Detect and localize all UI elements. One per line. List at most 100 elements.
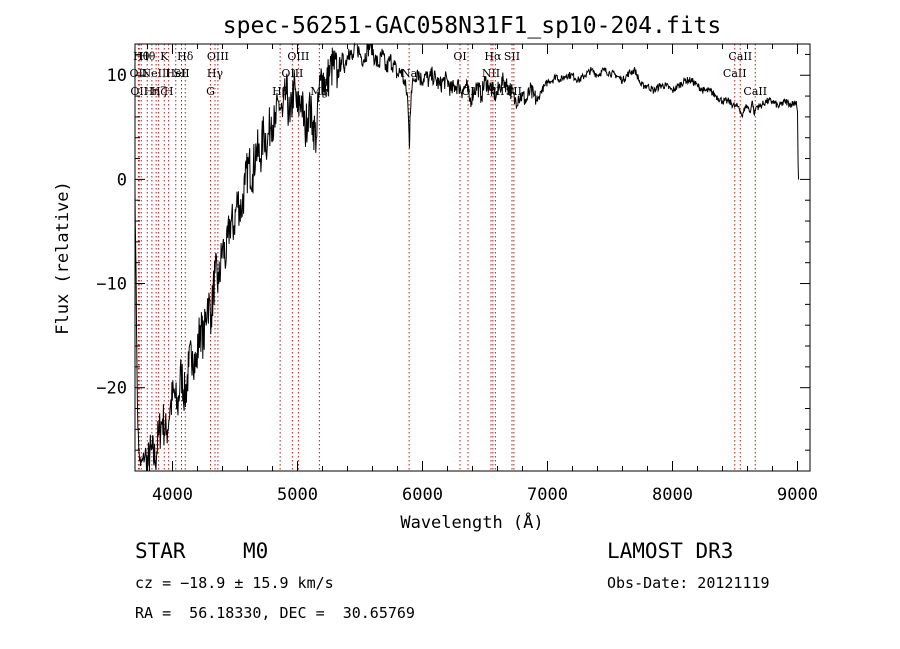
spectrum-point-146 [703,90,705,92]
spectrum-point-147 [709,90,711,92]
y-axis-label: Flux (relative) [53,181,73,335]
line-marker-label-10: SII [173,67,189,80]
spectrum-point-79 [407,95,408,97]
spectrum-point-32 [237,199,238,201]
spectrum-point-102 [480,95,482,97]
spectrum-point-81 [408,147,410,149]
x-tick-label-5: 9000 [777,485,818,505]
spectrum-point-99 [469,100,471,102]
spectrum-point-153 [740,111,742,113]
spectrum-point-7 [144,454,146,456]
plot-frame [134,43,811,472]
spectrum-point-140 [665,85,667,87]
spectrum-point-135 [634,69,636,71]
spectrum-point-98 [465,85,467,87]
spectrum-point-68 [367,48,368,50]
spectrum-point-37 [255,147,257,149]
line-marker-label-25: SII [504,50,520,63]
spectrum-point-86 [420,80,422,81]
obs-date: Obs-Date: 20121119 [607,574,770,592]
spectrum-point-130 [603,69,605,71]
line-marker-label-5: NeIII [142,67,171,80]
spectrum-point-76 [397,74,398,76]
line-marker-label-28: CaII [728,50,752,63]
spectrum-point-52 [312,121,313,123]
spectrum-point-47 [293,85,295,87]
line-marker-label-8: H [164,85,174,98]
spectrum-point-75 [393,64,395,66]
spectrum-point-120 [548,80,550,81]
spectrum-point-64 [352,59,353,61]
spectrum-point-80 [408,126,410,128]
spectrum-point-10 [154,460,156,461]
spectrum-point-101 [477,85,478,87]
spectrum-point-108 [503,80,505,81]
spectrum-point-125 [572,74,573,76]
spectrum-point-93 [447,80,448,81]
spectrum-point-97 [462,90,463,92]
spectrum-point-19 [188,366,190,368]
spectrum-point-44 [282,116,283,118]
spectrum-point-24 [207,298,208,300]
spectrum-point-57 [325,85,327,87]
spectrum-point-122 [555,74,557,76]
spectrum-point-53 [315,137,317,139]
spectrum-point-78 [404,85,406,87]
spectrum-point-60 [337,74,338,76]
spectrum-point-72 [382,54,383,55]
spectrum-point-28 [222,246,223,248]
spectrum-point-100 [473,90,475,92]
spectrum-point-42 [274,126,276,128]
spectrum-point-113 [522,95,523,97]
spectrum-point-157 [749,111,751,113]
spectrum-point-23 [203,340,205,342]
spectrum-point-149 [722,100,723,102]
spectrum-point-144 [690,80,692,81]
spectrum-point-124 [565,74,567,76]
line-marker-label-12: G [206,85,215,98]
spectrum-point-13 [165,434,167,435]
spectrum-point-167 [795,100,797,102]
spectrum-point-96 [458,85,460,87]
spectrum-point-73 [385,69,387,71]
spectrum-point-11 [158,434,160,435]
spectrum-point-145 [697,85,698,87]
spectrum-point-26 [214,272,216,274]
spectrum-point-158 [752,100,753,102]
spectrum-point-43 [278,100,280,102]
spectrum-point-162 [765,100,767,102]
spectrum-point-123 [559,80,561,81]
x-axis-label: Wavelength (Å) [400,511,543,533]
spectrum-point-66 [359,54,361,55]
spectrum-point-151 [734,106,736,107]
spectrum-point-127 [584,74,586,76]
spectrum-point-154 [742,116,743,118]
spectrum-point-74 [389,59,391,61]
spectrum-point-89 [432,74,433,76]
spectrum-point-50 [304,132,306,133]
spectrum-point-115 [529,90,531,92]
spectrum-point-104 [488,85,490,87]
spectrum-point-107 [499,85,501,87]
spectrum-point-62 [344,64,346,66]
spectrum-point-27 [218,283,220,284]
spectrum-point-82 [409,116,411,118]
spectrum-point-9 [150,449,152,451]
line-marker-label-14: OIII [207,50,229,63]
line-marker-label-9: HeI [166,67,186,80]
spectrum-point-71 [378,64,380,66]
x-axis: 4000 5000 6000 7000 8000 9000 [147,44,818,505]
spectrum-point-143 [684,80,686,81]
y-tick-label-2: 0 [117,170,127,190]
spectrum-point-128 [590,69,592,71]
spectrum-point-170 [798,178,799,180]
spectrum-point-168 [797,111,798,113]
line-marker-label-16: OIII [281,67,303,80]
spectrum-point-41 [270,116,272,118]
spectrum-point-91 [439,85,441,87]
object-class: STAR [135,539,186,563]
spectrum-chart: spec-56251-GAC058N31F1_sp10-204.fits OII… [53,13,818,533]
x-tick-label-0: 4000 [152,485,193,505]
y-tick-label-0: −20 [96,379,127,399]
spectrum-point-31 [233,225,235,227]
